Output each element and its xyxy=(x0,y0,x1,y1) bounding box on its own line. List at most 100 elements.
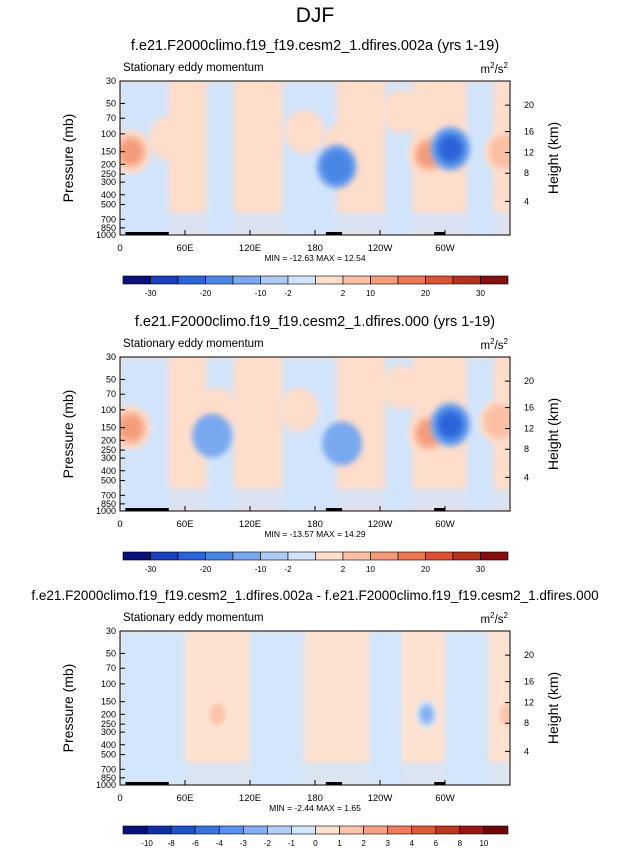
y-right-tick-label: 4 xyxy=(524,472,529,482)
colorbar-swatch xyxy=(122,551,151,561)
contour-blob xyxy=(488,134,510,169)
y-right-axis-label: Height (km) xyxy=(545,122,561,194)
colorbar-label: -2 xyxy=(284,565,292,574)
contour-blob xyxy=(322,421,363,466)
chart-panel-2: f.e21.F2000climo.f19_f19.cesm2_1.dfires.… xyxy=(60,314,561,574)
colorbar-swatch xyxy=(315,825,340,835)
y-tick-label: 300 xyxy=(101,453,116,463)
units-label: m2/s2 xyxy=(481,61,509,76)
contour-blob xyxy=(321,149,353,184)
colorbar-swatch xyxy=(425,275,454,285)
negative-region xyxy=(445,631,489,785)
y-right-tick-label: 12 xyxy=(524,698,534,708)
y-tick-label: 500 xyxy=(101,200,116,210)
colorbar-swatch xyxy=(287,551,316,561)
units-base: m xyxy=(481,614,491,626)
colorbar-label: 30 xyxy=(476,565,485,574)
lower-level-region xyxy=(120,212,510,235)
min-max-label: MIN = -2.44 MAX = 1.65 xyxy=(269,803,361,813)
x-tick-label: 0 xyxy=(117,793,122,804)
colorbar-label: 4 xyxy=(410,839,415,848)
units-exponent: 2 xyxy=(490,611,495,620)
y-right-tick-label: 16 xyxy=(524,403,534,413)
topography xyxy=(325,782,343,785)
colorbar-swatch xyxy=(260,275,289,285)
y-tick-label: 70 xyxy=(106,389,116,399)
y-right-axis-label: Height (km) xyxy=(545,398,561,470)
chart-subtitle: Stationary eddy momentum xyxy=(123,62,264,74)
x-tick-label: 120W xyxy=(368,243,393,254)
colorbar-swatch xyxy=(291,825,316,835)
chart-subtitle: Stationary eddy momentum xyxy=(123,338,264,350)
contour-blob xyxy=(483,404,510,439)
negative-region xyxy=(250,631,305,785)
colorbar-label: -2 xyxy=(284,289,292,298)
colorbar-label: -10 xyxy=(141,839,153,848)
y-tick-label: 500 xyxy=(101,750,116,760)
y-tick-label: 50 xyxy=(106,374,116,384)
y-tick-label: 100 xyxy=(101,679,116,689)
colorbar-swatch xyxy=(205,551,234,561)
y-right-tick-label: 8 xyxy=(524,718,529,728)
topography xyxy=(434,232,445,235)
colorbar-swatch xyxy=(232,275,261,285)
y-tick-label: 700 xyxy=(101,490,116,500)
colorbar-label: 20 xyxy=(421,289,430,298)
contour-blob xyxy=(381,365,422,410)
colorbar-swatch xyxy=(315,275,344,285)
y-tick-label: 1000 xyxy=(96,230,116,240)
y-tick-label: 150 xyxy=(101,697,116,707)
x-tick-label: 120W xyxy=(368,519,393,530)
y-right-tick-label: 16 xyxy=(524,127,534,137)
y-right-tick-label: 8 xyxy=(524,444,529,454)
contour-blob xyxy=(381,89,422,134)
x-tick-label: 120E xyxy=(239,243,261,254)
x-tick-label: 0 xyxy=(117,519,122,530)
y-axis-label: Pressure (mb) xyxy=(60,390,76,479)
colorbar-swatch xyxy=(205,275,234,285)
x-tick-label: 60W xyxy=(435,243,455,254)
colorbar-swatch xyxy=(170,825,196,835)
x-tick-label: 60E xyxy=(177,519,194,530)
colorbar-label: 2 xyxy=(341,289,346,298)
x-tick-label: 60W xyxy=(435,793,455,804)
colorbar-label: -30 xyxy=(145,565,157,574)
colorbar-label: -4 xyxy=(216,839,224,848)
colorbar-swatch xyxy=(122,825,148,835)
colorbar-swatch xyxy=(480,275,509,285)
colorbar-swatch xyxy=(342,551,371,561)
colorbar-label: 30 xyxy=(476,289,485,298)
colorbar-swatch xyxy=(397,275,426,285)
colorbar-label: 8 xyxy=(458,839,463,848)
contour-field xyxy=(120,81,510,235)
y-right-tick-label: 8 xyxy=(524,168,529,178)
contour-blob xyxy=(278,387,319,432)
y-tick-label: 1000 xyxy=(96,506,116,516)
colorbar-swatch xyxy=(194,825,220,835)
page-title: DJF xyxy=(296,4,335,27)
y-right-tick-label: 20 xyxy=(524,650,534,660)
colorbar-swatch xyxy=(150,551,179,561)
y-tick-label: 70 xyxy=(106,663,116,673)
colorbar-swatch xyxy=(146,825,172,835)
negative-region xyxy=(369,631,402,785)
units-base: m xyxy=(481,64,491,76)
colorbar-label: 20 xyxy=(421,565,430,574)
colorbar-label: 3 xyxy=(385,839,390,848)
y-tick-label: 400 xyxy=(101,740,116,750)
colorbar-swatch xyxy=(452,551,481,561)
units-exponent: 2 xyxy=(490,337,495,346)
colorbar-swatch xyxy=(122,275,151,285)
colorbar-label: -3 xyxy=(240,839,248,848)
colorbar-label: -30 xyxy=(145,289,157,298)
colorbar-label: -6 xyxy=(192,839,200,848)
y-tick-label: 850 xyxy=(101,223,116,233)
colorbar-label: 10 xyxy=(366,565,375,574)
chart-subtitle: Stationary eddy momentum xyxy=(123,612,264,624)
colorbar-swatch xyxy=(315,551,344,561)
y-tick-label: 100 xyxy=(101,129,116,139)
y-right-axis-label: Height (km) xyxy=(545,672,561,744)
contour-field xyxy=(120,631,510,785)
contour-field xyxy=(120,357,510,511)
